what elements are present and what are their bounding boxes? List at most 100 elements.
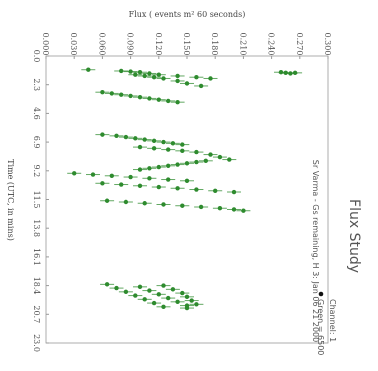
data-point bbox=[180, 148, 185, 154]
data-point bbox=[142, 73, 147, 79]
x-tick-label: 9.2 bbox=[32, 164, 41, 177]
data-point bbox=[288, 71, 293, 76]
data-point bbox=[231, 207, 237, 212]
data-point bbox=[184, 178, 190, 183]
data-point bbox=[166, 147, 171, 152]
data-point bbox=[109, 91, 115, 96]
data-point bbox=[180, 203, 185, 208]
data-point bbox=[151, 300, 157, 306]
data-point bbox=[198, 204, 204, 210]
data-point bbox=[161, 202, 166, 207]
data-point bbox=[175, 73, 180, 79]
data-point bbox=[151, 75, 157, 80]
data-point bbox=[119, 92, 124, 97]
data-point bbox=[184, 294, 190, 300]
x-tick-label: 4.6 bbox=[32, 107, 41, 120]
x-tick-label: 2.3 bbox=[32, 78, 41, 91]
data-point bbox=[133, 72, 138, 77]
data-point bbox=[128, 174, 133, 180]
data-point bbox=[147, 288, 152, 293]
data-point bbox=[180, 142, 185, 147]
data-point bbox=[142, 201, 147, 206]
data-point bbox=[147, 96, 152, 101]
data-point bbox=[123, 134, 129, 140]
y-tick-label: 0.120 bbox=[154, 33, 163, 56]
data-point bbox=[292, 70, 298, 76]
data-point bbox=[100, 181, 105, 186]
data-point bbox=[147, 166, 152, 171]
plot-frame bbox=[45, 55, 329, 344]
data-point bbox=[142, 297, 147, 302]
y-axis-ticks: 0.000 0.030 0.060 0.090 0.120 0.150 0.180 0.210… bbox=[41, 33, 332, 59]
data-point bbox=[137, 167, 143, 172]
data-point bbox=[151, 138, 157, 144]
legend: Green = 6500 Channel: 1 bbox=[316, 291, 337, 355]
data-point bbox=[170, 287, 176, 292]
data-point bbox=[72, 171, 77, 176]
y-axis-label: Flux ( events m² 60 seconds) bbox=[129, 10, 246, 19]
data-point bbox=[180, 290, 185, 296]
data-point bbox=[213, 188, 218, 193]
legend-entry: Green = 6500 bbox=[316, 299, 325, 355]
y-tick-label: 0.060 bbox=[97, 33, 106, 56]
data-point bbox=[278, 70, 284, 75]
data-point bbox=[90, 172, 96, 177]
y-tick-label: 0.300 bbox=[323, 33, 332, 56]
data-point bbox=[166, 177, 171, 182]
data-point bbox=[161, 139, 166, 145]
data-point bbox=[184, 81, 190, 86]
data-point bbox=[133, 136, 138, 141]
chart-title: Flux Study bbox=[346, 199, 362, 273]
data-point bbox=[166, 163, 171, 169]
data-point bbox=[123, 289, 129, 295]
data-point bbox=[184, 161, 190, 166]
data-point bbox=[156, 72, 161, 77]
data-point bbox=[151, 146, 157, 151]
data-point bbox=[137, 94, 143, 100]
data-point bbox=[109, 173, 115, 178]
data-point bbox=[166, 98, 171, 104]
data-point bbox=[184, 305, 190, 311]
y-tick-label: 0.240 bbox=[267, 33, 276, 56]
data-point bbox=[194, 187, 199, 192]
data-point bbox=[147, 71, 152, 76]
x-tick-label: 23.0 bbox=[32, 334, 41, 352]
data-point bbox=[283, 70, 288, 76]
y-tick-label: 0.090 bbox=[126, 33, 135, 56]
data-point bbox=[241, 208, 246, 213]
data-point bbox=[194, 149, 199, 155]
data-point bbox=[156, 97, 161, 102]
data-point bbox=[170, 141, 176, 146]
data-point bbox=[217, 206, 223, 211]
data-point bbox=[156, 164, 161, 170]
data-point bbox=[128, 69, 133, 74]
data-point bbox=[104, 198, 110, 203]
data-point bbox=[175, 78, 180, 84]
data-point bbox=[128, 93, 133, 99]
y-tick-label: 0.210 bbox=[238, 33, 247, 56]
data-point bbox=[142, 137, 147, 142]
data-point bbox=[114, 133, 119, 139]
y-tick-label: 0.180 bbox=[210, 33, 219, 56]
data-point bbox=[194, 159, 199, 165]
data-point bbox=[203, 158, 208, 164]
data-point bbox=[137, 284, 143, 290]
x-tick-label: 20.7 bbox=[32, 305, 41, 323]
data-point bbox=[104, 282, 110, 287]
data-point bbox=[133, 293, 138, 298]
data-point bbox=[194, 75, 199, 80]
data-point bbox=[86, 67, 91, 72]
data-point bbox=[166, 295, 171, 301]
y-tick-label: 0.270 bbox=[295, 33, 304, 56]
x-tick-label: 16.1 bbox=[32, 248, 41, 266]
data-point bbox=[175, 99, 180, 105]
data-point bbox=[137, 144, 143, 150]
data-point bbox=[100, 132, 105, 137]
data-point bbox=[175, 299, 180, 305]
data-points bbox=[67, 67, 303, 311]
data-point bbox=[147, 176, 152, 181]
data-point bbox=[161, 76, 166, 81]
data-point bbox=[156, 184, 161, 190]
data-point bbox=[217, 154, 223, 160]
